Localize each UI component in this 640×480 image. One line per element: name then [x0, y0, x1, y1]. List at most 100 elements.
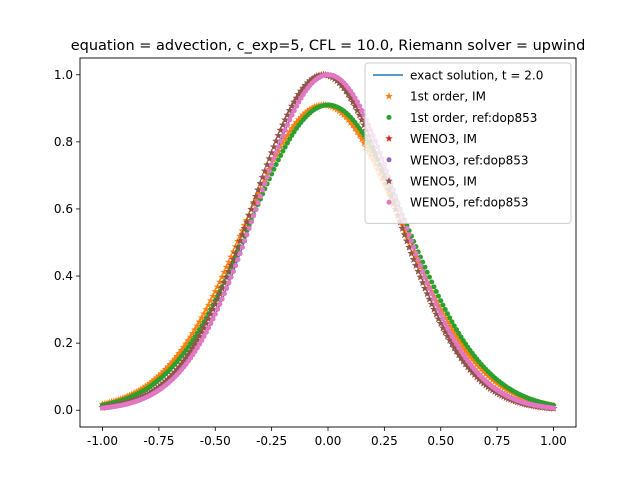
data-point-dot	[273, 150, 279, 156]
data-point-star	[227, 261, 235, 269]
data-point-star	[152, 384, 161, 392]
data-point-dot	[449, 333, 455, 339]
data-point-dot	[203, 329, 209, 335]
data-point-star	[353, 106, 362, 114]
x-axis: -1.00 -0.75 -0.50 -0.25 0.00 0.25 0.50 0.75 1.00	[87, 427, 567, 448]
data-point-star	[188, 329, 197, 337]
data-point-star	[209, 292, 217, 300]
legend-swatch-star	[385, 134, 393, 142]
data-point-star	[150, 375, 159, 384]
data-point-star	[358, 135, 366, 143]
data-point-star	[297, 113, 305, 121]
y-tick-label: 0.2	[54, 336, 73, 350]
data-point-dot	[293, 103, 299, 109]
data-point-star	[263, 169, 271, 178]
data-point-dot	[550, 405, 556, 411]
data-point-dot	[246, 225, 252, 231]
data-point-star	[288, 124, 296, 132]
data-point-star	[335, 107, 344, 115]
data-point-star	[308, 104, 317, 112]
data-point-star	[240, 224, 249, 232]
data-point-dot	[435, 306, 441, 312]
data-point-star	[222, 263, 231, 271]
data-point-star	[222, 273, 231, 281]
data-point-dot	[210, 316, 216, 322]
data-point-dot	[280, 133, 286, 139]
data-point-star	[159, 379, 168, 387]
data-point-star	[409, 247, 418, 256]
data-point-dot	[242, 238, 248, 244]
legend-entry-label: WENO5, ref:dop853	[410, 196, 529, 210]
data-point-dot	[262, 181, 268, 187]
data-point-star	[252, 192, 260, 200]
data-point-dot	[208, 320, 214, 326]
data-point-dot	[429, 279, 435, 285]
data-point-star	[337, 81, 346, 89]
data-point-star	[484, 382, 492, 391]
data-point-dot	[350, 91, 356, 97]
data-point-star	[193, 336, 202, 344]
data-point-star	[279, 120, 287, 129]
data-point-star	[261, 174, 269, 183]
legend-entry-label: 1st order, ref:dop853	[410, 111, 537, 125]
data-point-star	[409, 255, 418, 263]
data-point-dot	[438, 311, 444, 317]
data-point-dot	[433, 289, 439, 295]
data-point-star	[218, 273, 226, 281]
data-point-star	[353, 127, 362, 136]
data-point-star	[310, 73, 319, 81]
data-point-star	[416, 273, 425, 281]
data-point-star	[414, 267, 422, 275]
data-point-star	[355, 111, 364, 119]
data-point-dot	[298, 95, 304, 101]
x-tick-label: -0.25	[256, 434, 287, 448]
data-point-star	[342, 87, 350, 95]
data-point-star	[281, 135, 289, 143]
data-point-star	[238, 230, 247, 238]
data-point-star	[213, 295, 222, 303]
data-point-dot	[447, 329, 453, 335]
data-point-star	[360, 120, 368, 129]
data-point-star	[290, 97, 298, 106]
data-point-dot	[354, 99, 360, 105]
data-point-star	[418, 278, 427, 287]
data-point-star	[430, 305, 438, 313]
data-point-star	[430, 292, 438, 300]
data-point-star	[351, 102, 359, 110]
data-point-star	[439, 323, 447, 332]
data-point-star	[249, 198, 258, 206]
data-point-star	[466, 365, 474, 373]
data-point-star	[448, 325, 456, 333]
data-point-star	[132, 388, 141, 396]
data-point-star	[179, 343, 188, 351]
data-point-star	[204, 314, 213, 323]
data-point-star	[461, 346, 470, 354]
data-point-dot	[284, 122, 290, 128]
data-point-dot	[257, 193, 263, 199]
data-point-star	[170, 368, 179, 376]
data-point-star	[202, 319, 211, 327]
data-point-star	[349, 97, 357, 106]
data-point-star	[188, 343, 197, 352]
data-point-dot	[424, 280, 430, 286]
data-point-star	[412, 252, 420, 261]
data-point-star	[448, 340, 456, 348]
data-point-dot	[194, 330, 200, 336]
data-point-star	[231, 249, 240, 257]
data-point-star	[477, 377, 486, 385]
x-tick-label: -1.00	[87, 434, 118, 448]
legend-entry-label: WENO5, IM	[410, 175, 477, 189]
data-point-star	[333, 76, 341, 84]
data-point-star	[200, 309, 208, 317]
data-point-star	[349, 121, 357, 129]
data-point-star	[400, 226, 409, 235]
data-point-dot	[275, 144, 281, 150]
data-point-star	[265, 154, 274, 162]
data-point-star	[173, 352, 181, 360]
data-point-star	[292, 118, 301, 126]
data-point-dot	[440, 316, 446, 322]
data-point-star	[486, 384, 495, 392]
data-point-star	[358, 115, 366, 124]
data-point-star	[281, 115, 289, 124]
data-point-star	[398, 224, 407, 232]
